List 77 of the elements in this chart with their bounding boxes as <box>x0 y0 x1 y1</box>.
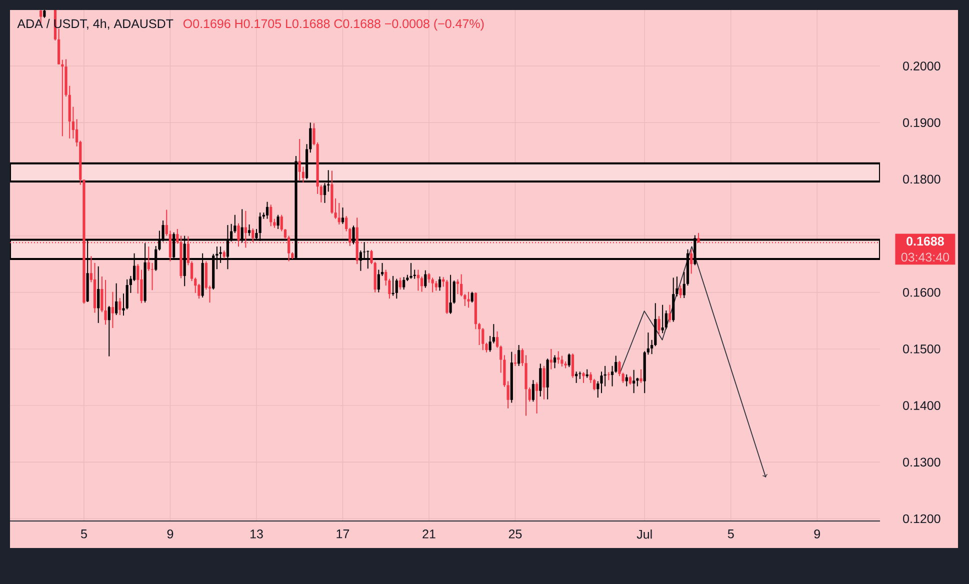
candlestick <box>266 201 269 220</box>
candlestick <box>568 352 570 368</box>
candlestick <box>589 372 592 384</box>
y-tick-label: 0.2000 <box>903 62 940 70</box>
candlestick <box>147 246 150 272</box>
candlestick <box>560 355 564 368</box>
candlestick <box>395 278 398 300</box>
candlestick <box>338 202 340 225</box>
candlestick <box>438 276 442 292</box>
candlestick <box>298 138 301 182</box>
candlestick <box>377 269 380 293</box>
candlestick <box>276 214 280 230</box>
candlestick <box>380 262 384 276</box>
candlestick <box>434 280 438 292</box>
candlestick <box>679 285 682 299</box>
candlestick <box>571 352 574 378</box>
candlestick <box>518 344 520 366</box>
x-tick-label: 13 <box>250 530 263 538</box>
x-tick-label: 9 <box>167 530 174 538</box>
x-tick-label: 5 <box>81 530 87 538</box>
text: O0.1696 H0.1705 L0.1688 C0.1688 −0.0008 (−0.47%) <box>183 18 484 31</box>
candlestick <box>478 322 481 346</box>
candlestick <box>424 270 427 288</box>
candlestick <box>661 304 664 334</box>
candlestick <box>668 304 672 323</box>
candlestick <box>640 368 642 384</box>
candlestick <box>402 276 406 290</box>
candlestick <box>392 275 394 296</box>
candlestick <box>118 298 122 316</box>
candlestick <box>610 365 614 387</box>
candlestick <box>449 274 452 314</box>
candlestick <box>658 316 660 336</box>
candlestick <box>690 248 693 274</box>
candlestick <box>104 279 107 326</box>
candlestick <box>108 305 110 357</box>
y-tick-label: 0.1500 <box>903 344 940 354</box>
candlestick <box>398 277 402 290</box>
candlestick <box>456 278 460 295</box>
candlestick <box>582 372 585 384</box>
ref-line-label: 0.1688 <box>906 236 944 246</box>
candlestick <box>410 262 412 280</box>
text: 03:43:40 <box>901 252 950 262</box>
candlestick <box>431 277 434 293</box>
x-tick-label: 25 <box>508 530 522 538</box>
candlestick <box>550 348 552 370</box>
candlestick <box>341 206 344 224</box>
candlestick <box>553 354 556 369</box>
y-tick-label: 0.1400 <box>903 401 940 410</box>
candlestick <box>539 363 542 398</box>
candlestick <box>460 274 463 297</box>
candlestick <box>542 365 546 400</box>
x-tick-label: 17 <box>336 530 350 538</box>
candlestick <box>535 382 538 414</box>
candlestick <box>111 291 114 329</box>
y-tick-label: 0.1600 <box>903 288 940 297</box>
candlestick <box>470 291 474 304</box>
x-tick-label: Jul <box>636 530 652 539</box>
candlestick <box>237 222 240 248</box>
candlestick <box>126 278 128 310</box>
candlestick <box>467 291 470 308</box>
candlestick <box>190 260 194 282</box>
candlestick <box>248 224 251 236</box>
x-tick-label: 5 <box>728 530 734 538</box>
y-tick-label: 0.1300 <box>903 458 940 467</box>
candlestick <box>532 380 535 402</box>
x-tick-label: 21 <box>422 530 436 538</box>
x-tick-label: 9 <box>814 530 820 538</box>
candlestick <box>632 369 636 394</box>
y-tick-label: 0.1800 <box>903 174 940 184</box>
candlestick <box>115 282 118 316</box>
candlestick <box>593 378 596 391</box>
candlestick <box>270 204 272 227</box>
y-tick-label: 0.1200 <box>903 514 940 524</box>
y-tick-label: 0.1900 <box>903 118 940 128</box>
candlestick <box>664 310 668 330</box>
candlestick <box>97 266 100 324</box>
candlestick <box>420 276 424 292</box>
